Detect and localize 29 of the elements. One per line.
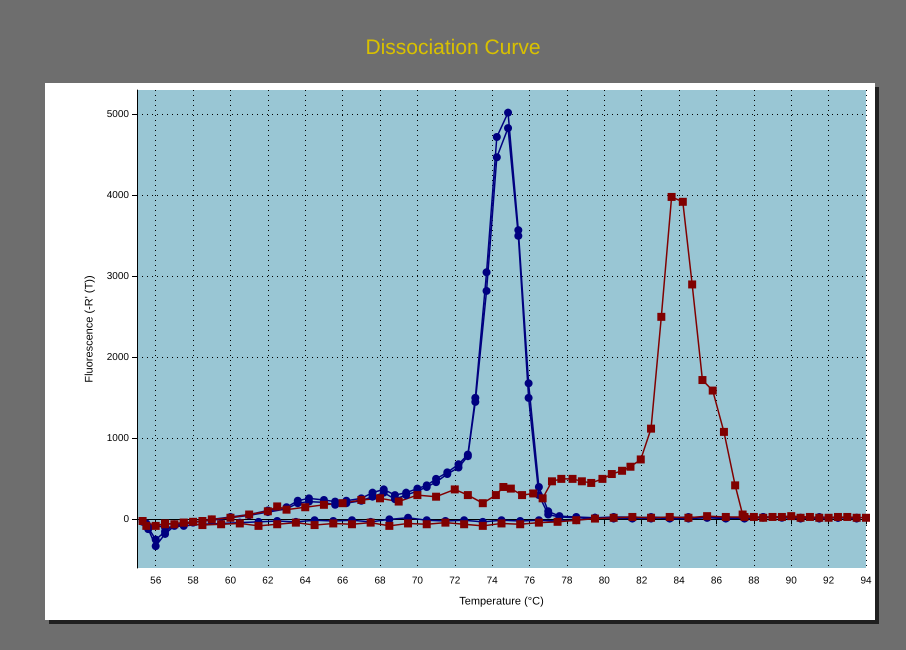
x-tick-label: 92 — [823, 576, 835, 586]
x-tick-label: 64 — [300, 576, 312, 586]
x-tick-label: 72 — [449, 576, 461, 586]
x-tick-label: 88 — [748, 576, 760, 586]
x-tick-label: 84 — [674, 576, 686, 586]
x-tick-label: 68 — [374, 576, 386, 586]
y-tick-label: 2000 — [106, 352, 130, 363]
x-tick-label: 70 — [412, 576, 424, 586]
x-tick-label: 62 — [262, 576, 274, 586]
x-tick-label: 66 — [337, 576, 349, 586]
x-tick-label: 56 — [150, 576, 162, 586]
y-tick-label: 3000 — [106, 270, 130, 282]
x-tick-label: 78 — [561, 576, 573, 586]
y-tick-label: 5000 — [106, 108, 130, 120]
x-tick-label: 60 — [224, 576, 236, 586]
x-tick-label: 82 — [636, 576, 648, 586]
y-axis-title: Fluorescence (-R' (T)) — [84, 275, 96, 383]
y-tick-label: 0 — [123, 514, 130, 525]
x-tick-label: 90 — [786, 576, 798, 586]
x-tick-label: 76 — [524, 576, 536, 586]
x-tick-label: 94 — [860, 576, 872, 586]
y-tick-label: 4000 — [106, 190, 130, 201]
x-axis-title: Temperature (°C) — [459, 596, 544, 608]
x-tick-label: 86 — [710, 576, 722, 586]
chart-title: Dissociation Curve — [365, 36, 541, 59]
x-tick-label: 74 — [486, 576, 498, 586]
x-tick-label: 58 — [188, 576, 200, 586]
x-tick-label: 80 — [598, 576, 610, 586]
y-tick-label: 1000 — [106, 432, 130, 444]
